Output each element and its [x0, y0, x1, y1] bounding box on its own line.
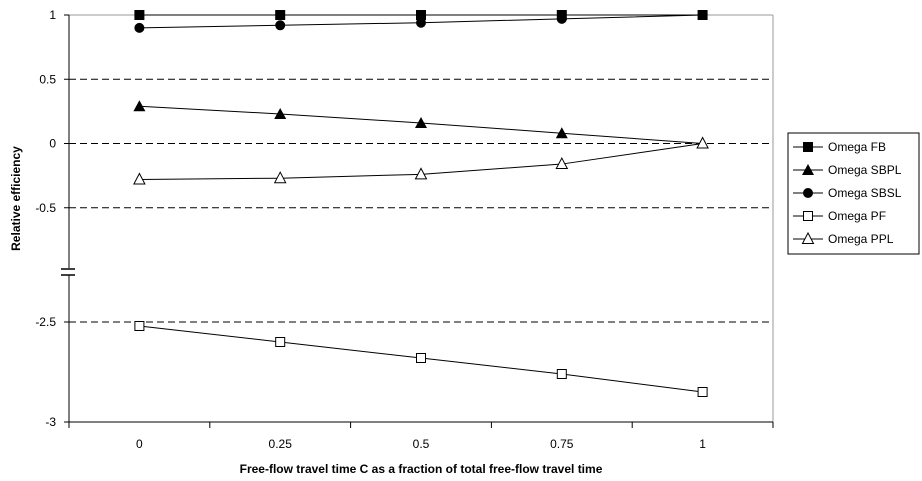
- series-group: [133, 10, 709, 397]
- y-tick-label: -2.5: [35, 315, 56, 329]
- legend-label: Omega SBPL: [828, 163, 902, 177]
- series: [134, 10, 708, 33]
- x-tick-label: 0.5: [413, 437, 430, 451]
- tick-labels: 1 0.5 0 -0.5 -2.5 -3 0 0.25 0.5 0.75 1: [35, 8, 706, 451]
- series: [133, 100, 709, 149]
- data-point: [802, 164, 814, 175]
- y-tick-label: -0.5: [35, 201, 56, 215]
- series: [134, 321, 708, 397]
- x-tick-label: 0: [136, 437, 143, 451]
- data-point: [275, 10, 286, 20]
- data-point: [803, 188, 813, 198]
- data-point: [556, 369, 567, 379]
- y-tick-label: 1: [49, 8, 56, 22]
- legend-label: Omega FB: [828, 140, 886, 154]
- grid-lines: [69, 78, 773, 323]
- legend-item: Omega PF: [793, 209, 886, 223]
- data-point: [133, 100, 146, 112]
- data-point: [416, 353, 426, 363]
- data-point: [803, 211, 813, 221]
- data-point: [416, 10, 426, 20]
- data-point: [134, 10, 145, 20]
- legend-label: Omega PF: [828, 209, 886, 223]
- data-point: [273, 171, 287, 184]
- y-tick-label: 0: [49, 137, 56, 151]
- data-point: [414, 167, 428, 180]
- data-point: [696, 136, 709, 149]
- data-point: [803, 142, 813, 152]
- data-point: [416, 17, 426, 28]
- series: [133, 136, 709, 185]
- x-axis-title: Free-flow travel time C as a fraction of…: [240, 462, 603, 476]
- data-point: [134, 321, 145, 331]
- legend: Omega FB Omega SBPL Omega SBSL Omega PF Omeg…: [787, 132, 920, 255]
- legend-item: Omega FB: [793, 140, 886, 154]
- legend-label: Omega SBSL: [828, 186, 902, 200]
- axis-break-gap: [63, 268, 75, 275]
- legend-label: Omega PPL: [828, 232, 894, 246]
- axes: [64, 14, 774, 428]
- data-point: [275, 20, 286, 31]
- data-point: [801, 231, 815, 244]
- data-point: [697, 387, 708, 397]
- x-tick-label: 0.25: [269, 437, 293, 451]
- y-axis-title: Relative efficiency: [9, 146, 23, 251]
- legend-item: Omega SBPL: [793, 163, 902, 177]
- y-tick-label: 0.5: [39, 72, 56, 86]
- legend-item: Omega PPL: [793, 231, 894, 246]
- legend-item: Omega SBSL: [793, 186, 902, 200]
- data-point: [697, 10, 708, 20]
- data-point: [133, 172, 146, 185]
- x-tick-label: 1: [699, 437, 706, 451]
- axis-break: [61, 268, 75, 276]
- data-point: [274, 107, 287, 119]
- data-point: [556, 13, 567, 24]
- data-point: [275, 337, 286, 347]
- x-tick-label: 0.75: [550, 437, 574, 451]
- data-point: [415, 116, 427, 128]
- y-tick-label: -3: [45, 415, 56, 429]
- data-point: [134, 22, 145, 33]
- data-point: [555, 127, 568, 139]
- data-point: [555, 156, 569, 170]
